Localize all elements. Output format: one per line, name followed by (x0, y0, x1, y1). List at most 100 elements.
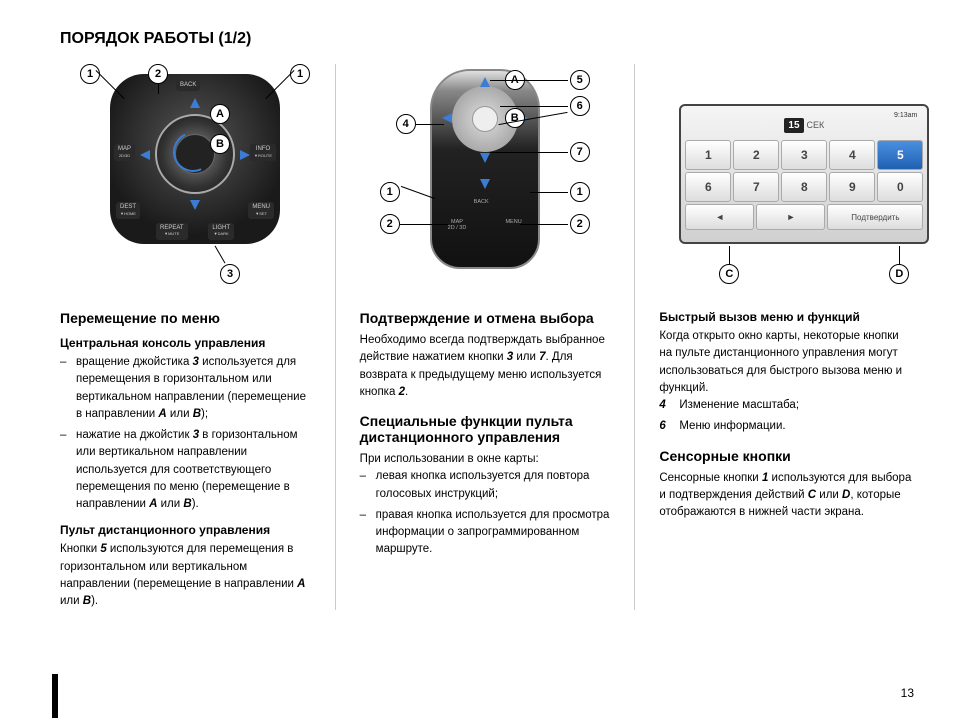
btn-repeat: REPEAT▼MUTE (156, 223, 188, 240)
cek-num: 15 (784, 118, 803, 133)
columns: BACK MAP2D/3D INFO▼ROUTE DEST▼HOME MENU▼… (60, 64, 914, 610)
p-quick: Когда открыто окно карты, некоторые кноп… (659, 328, 914, 397)
console-body: BACK MAP2D/3D INFO▼ROUTE DEST▼HOME MENU▼… (110, 74, 280, 244)
lbl-map: MAP2D / 3D (448, 219, 467, 231)
callout-4: 4 (396, 114, 416, 134)
list-special: левая кнопка используется для повтора го… (360, 468, 615, 558)
btn-map: MAP2D/3D (114, 144, 135, 161)
screen-grid: 12345 67890 (685, 140, 923, 202)
callout-1b: 1 (570, 182, 590, 202)
p-touch: Сенсорные кнопки 1 используются для выбо… (659, 470, 914, 522)
callout-1a: 1 (80, 64, 100, 84)
h3-touch: Сенсорные кнопки (659, 448, 914, 464)
li: 6Меню информации. (659, 418, 914, 435)
key-1[interactable]: 1 (685, 140, 731, 170)
page-title: ПОРЯДОК РАБОТЫ (1/2) (60, 30, 914, 48)
p-confirm: Необходимо всегда подтверждать выбранное… (360, 332, 615, 401)
key-9[interactable]: 9 (829, 172, 875, 202)
callout-1a: 1 (380, 182, 400, 202)
key-2[interactable]: 2 (733, 140, 779, 170)
li: вращение джойстика 3 используется для пе… (60, 354, 315, 423)
col-2: BACK MAP2D / 3D MENU 4 1 2 A B 5 6 7 1 2 (360, 64, 636, 610)
callout-2b: 2 (570, 214, 590, 234)
line (490, 152, 568, 153)
line (500, 106, 568, 107)
btn-back: BACK (176, 80, 200, 91)
h4-quick: Быстрый вызов меню и функций (659, 310, 914, 324)
arrow-down2-icon (480, 179, 490, 189)
key-confirm[interactable]: Подтвердить (827, 204, 923, 230)
numlist: 4Изменение масштаба; 6Меню информации. (659, 397, 914, 436)
screen-top: 9:13am 15 СЕК (685, 110, 923, 140)
callout-1b: 1 (290, 64, 310, 84)
arrow-left-icon (442, 113, 452, 123)
btn-dest: DEST▼HOME (116, 202, 140, 219)
li: левая кнопка используется для повтора го… (360, 468, 615, 503)
callout-3: 3 (220, 264, 240, 284)
list-console: вращение джойстика 3 используется для пе… (60, 354, 315, 513)
side-mark (52, 674, 58, 718)
screen-diagram: 9:13am 15 СЕК 1234567890 ◄ ► Подтвердить… (659, 64, 914, 294)
li: 4Изменение масштаба; (659, 397, 914, 414)
key-3[interactable]: 3 (781, 140, 827, 170)
arrow-up-icon (480, 77, 490, 87)
callout-D: D (889, 264, 909, 284)
cek-label: СЕК (807, 120, 825, 130)
h3-special: Специальные функции пульта дистанционног… (360, 413, 615, 445)
lbl-back: BACK (474, 199, 489, 205)
h4-remote: Пульт дистанционного управления (60, 523, 315, 537)
col-1: BACK MAP2D/3D INFO▼ROUTE DEST▼HOME MENU▼… (60, 64, 336, 610)
screen-frame: 9:13am 15 СЕК 12345 67890 ◄ ► Подтвердить (679, 104, 929, 244)
line (729, 246, 730, 264)
screen-time: 9:13am (894, 112, 917, 119)
key-arrow-left[interactable]: ◄ (685, 204, 754, 230)
remote-center (472, 106, 498, 132)
callout-7: 7 (570, 142, 590, 162)
callout-5: 5 (570, 70, 590, 90)
callout-6: 6 (570, 96, 590, 116)
li: правая кнопка используется для просмотра… (360, 507, 615, 559)
page-number: 13 (901, 686, 914, 700)
btn-light: LIGHT▼DARK (208, 223, 234, 240)
h3-move: Перемещение по меню (60, 310, 315, 326)
arrow-up-icon (190, 98, 200, 108)
arrow-down-icon (190, 200, 200, 210)
h3-confirm: Подтверждение и отмена выбора (360, 310, 615, 326)
callout-2: 2 (148, 64, 168, 84)
line (158, 84, 159, 94)
key-5[interactable]: 5 (877, 140, 923, 170)
p-remote: Кнопки 5 используются для перемещения в … (60, 541, 315, 610)
arrow-down-icon (480, 153, 490, 163)
key-8[interactable]: 8 (781, 172, 827, 202)
p-special: При использовании в окне карты: (360, 451, 615, 468)
remote-diagram: BACK MAP2D / 3D MENU 4 1 2 A B 5 6 7 1 2 (360, 64, 615, 294)
console-diagram: BACK MAP2D/3D INFO▼ROUTE DEST▼HOME MENU▼… (60, 64, 315, 294)
line (520, 224, 568, 225)
arrow-right-icon (240, 150, 250, 160)
remote-body: BACK MAP2D / 3D MENU (430, 69, 540, 269)
line (400, 224, 448, 225)
screen-bottom: ◄ ► Подтвердить (685, 204, 923, 230)
btn-menu: MENU▼SET (248, 202, 274, 219)
h4-console: Центральная консоль управления (60, 336, 315, 350)
line (416, 124, 444, 125)
callout-2a: 2 (380, 214, 400, 234)
arrow-left-icon (140, 150, 150, 160)
key-arrow-right[interactable]: ► (756, 204, 825, 230)
line (530, 192, 568, 193)
col-3: 9:13am 15 СЕК 1234567890 ◄ ► Подтвердить… (659, 64, 914, 610)
key-4[interactable]: 4 (829, 140, 875, 170)
key-6[interactable]: 6 (685, 172, 731, 202)
key-0[interactable]: 0 (877, 172, 923, 202)
line (899, 246, 900, 264)
callout-B: B (210, 134, 230, 154)
screen-cek: 15 СЕК (784, 118, 824, 133)
line (490, 80, 568, 81)
key-7[interactable]: 7 (733, 172, 779, 202)
li: нажатие на джойстик 3 в горизонтальном и… (60, 427, 315, 513)
callout-A: A (210, 104, 230, 124)
callout-C: C (719, 264, 739, 284)
line (215, 246, 226, 264)
callout-B: B (505, 108, 525, 128)
btn-info: INFO▼ROUTE (250, 144, 276, 161)
